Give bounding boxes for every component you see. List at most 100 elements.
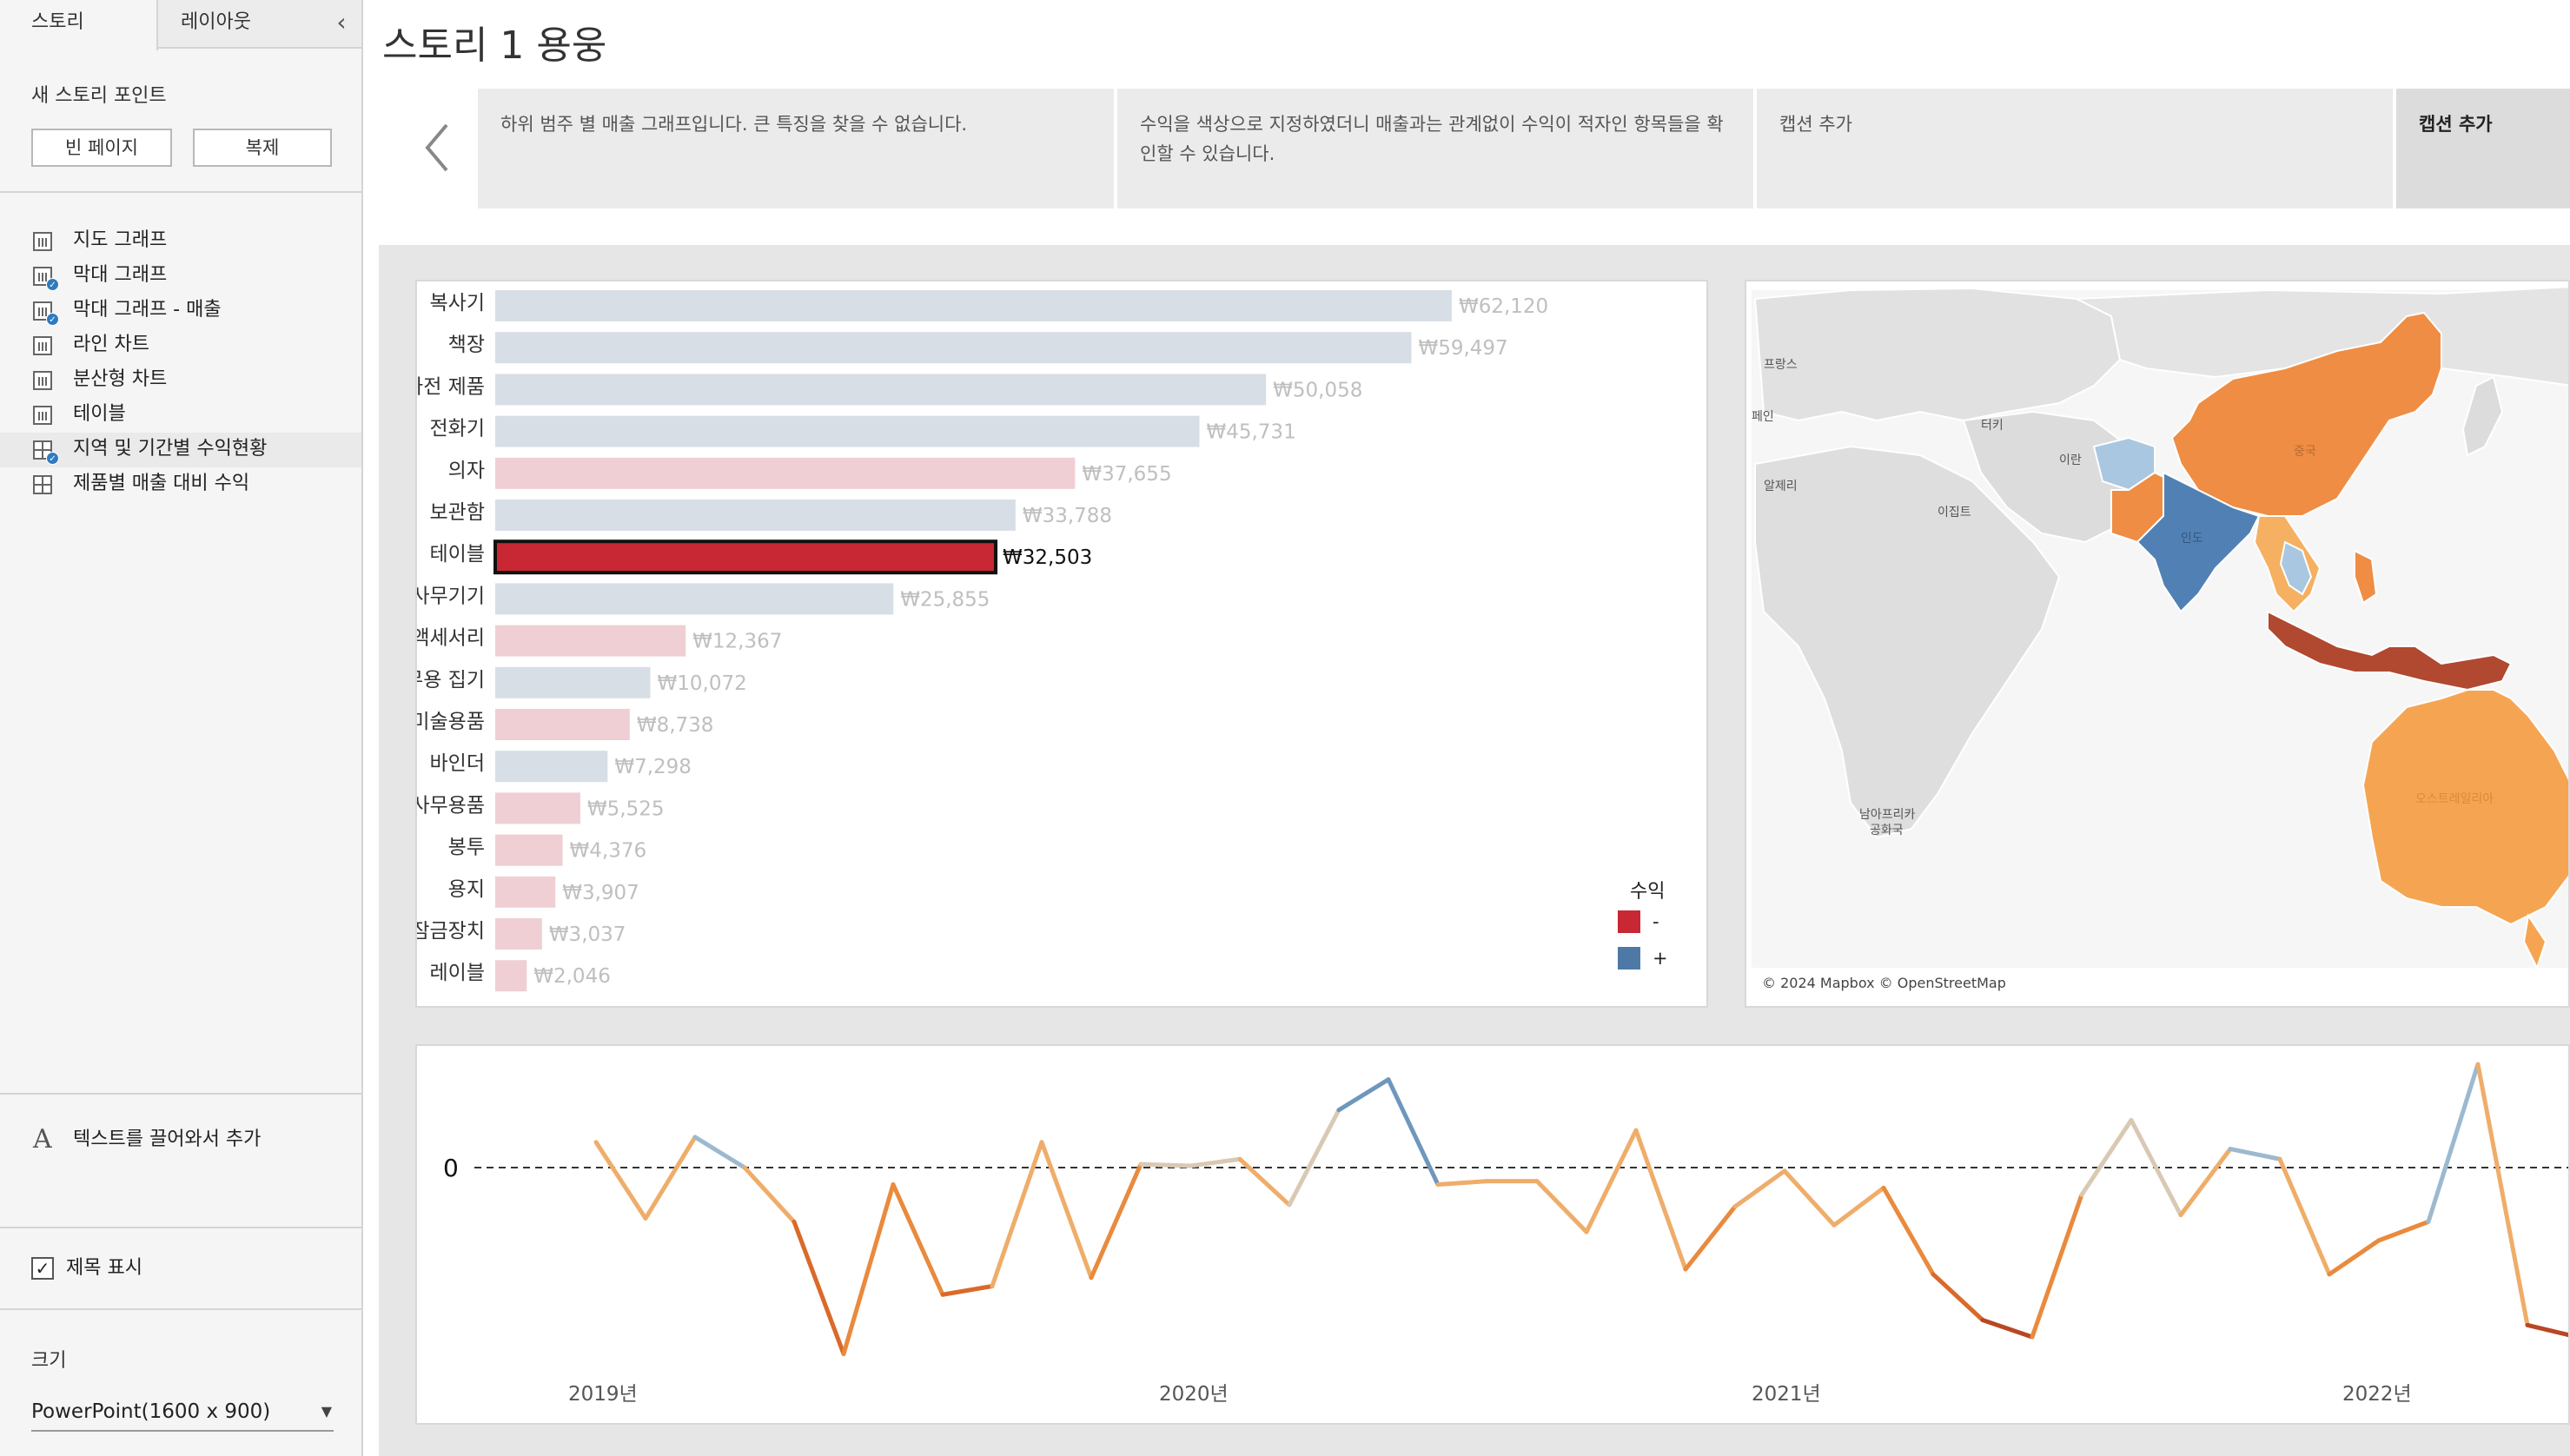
bar-value-label: ₩3,037 (549, 923, 626, 946)
bar[interactable] (495, 415, 1200, 447)
bar[interactable] (495, 792, 580, 824)
line-segment[interactable] (2228, 1147, 2282, 1161)
line-segment[interactable] (891, 1182, 945, 1297)
legend-label: - (1653, 911, 1659, 932)
chevron-left-icon[interactable] (421, 113, 455, 182)
line-segment[interactable] (1534, 1179, 1589, 1234)
bar[interactable] (495, 834, 563, 866)
line-segment[interactable] (1089, 1161, 1143, 1281)
line-segment[interactable] (593, 1140, 648, 1221)
line-segment[interactable] (1237, 1156, 1292, 1208)
line-segment[interactable] (1980, 1318, 2035, 1340)
line-segment[interactable] (1732, 1168, 1787, 1209)
line-segment[interactable] (1336, 1077, 1391, 1113)
story-title[interactable]: 스토리 1 용웅 (382, 23, 607, 68)
bar[interactable] (493, 539, 998, 575)
line-segment[interactable] (2178, 1147, 2233, 1218)
bar-chart[interactable]: 복사기 ₩62,120 책장 ₩59,497 가전 제품 ₩50,058 전화기 ₩45,73… (417, 281, 1708, 1008)
bar[interactable] (495, 583, 894, 615)
legend-item-negative[interactable]: - (1618, 909, 1659, 935)
sheet-item[interactable]: ✓ 지역 및 기간별 수익현황 (0, 433, 361, 467)
line-segment[interactable] (2030, 1192, 2084, 1340)
sheet-item[interactable]: 라인 차트 (0, 328, 361, 363)
line-segment[interactable] (1435, 1179, 1490, 1187)
line-segment[interactable] (1138, 1161, 1193, 1168)
line-segment[interactable] (1039, 1140, 1094, 1281)
bar[interactable] (495, 918, 542, 950)
line-segment[interactable] (792, 1219, 846, 1356)
line-segment[interactable] (2079, 1117, 2134, 1197)
line-segment[interactable] (1831, 1185, 1886, 1228)
size-dropdown[interactable]: PowerPoint(1600 x 900) ▼ (31, 1395, 334, 1432)
checkbox-checked-icon[interactable]: ✓ (31, 1257, 54, 1280)
story-point-caption-active[interactable]: 캡션 추가 (2396, 89, 2570, 208)
line-segment[interactable] (1931, 1272, 1985, 1322)
sheet-item[interactable]: 제품별 매출 대비 수익 (0, 467, 361, 502)
bars-glyph (38, 377, 48, 386)
show-title-toggle[interactable]: ✓ 제목 표시 (31, 1254, 142, 1284)
map[interactable]: 프랑스 페인 터키 이란 알제리 이집트 중국 인도 오스트레일리아 남아프리카… (1746, 281, 2570, 1008)
line-segment[interactable] (1584, 1128, 1639, 1234)
bar-value-label: ₩62,120 (1459, 295, 1548, 318)
story-point-caption[interactable]: 하위 범주 별 매출 그래프입니다. 큰 특징을 찾을 수 없습니다. (478, 89, 1114, 208)
line-segment[interactable] (2475, 1062, 2530, 1327)
sheet-item[interactable]: 분산형 차트 (0, 363, 361, 398)
sheet-item[interactable]: ✓ 막대 그래프 (0, 259, 361, 294)
bar[interactable] (495, 625, 686, 657)
x-tick-label: 2019년 (568, 1383, 638, 1406)
bar[interactable] (495, 457, 1076, 489)
bar-chart-panel[interactable]: 복사기 ₩62,120 책장 ₩59,497 가전 제품 ₩50,058 전화기 ₩45,73… (415, 280, 1708, 1008)
bar[interactable] (495, 709, 630, 740)
bar[interactable] (495, 876, 556, 908)
line-segment[interactable] (692, 1135, 747, 1170)
line-segment[interactable] (2277, 1156, 2332, 1277)
sheet-item[interactable]: ✓ 막대 그래프 - 매출 (0, 294, 361, 328)
line-segment[interactable] (2426, 1062, 2481, 1224)
bar[interactable] (495, 290, 1452, 321)
tab-layout[interactable]: 레이아웃 (181, 11, 251, 33)
story-point-caption[interactable]: 수익을 색상으로 지정하였더니 매출과는 관계없이 수익이 적자인 항목들을 확… (1117, 89, 1753, 208)
line-segment[interactable] (990, 1140, 1044, 1288)
map-label-india: 인도 (2181, 532, 2203, 546)
legend-item-positive[interactable]: + (1618, 945, 1668, 971)
sheet-item[interactable]: 테이블 (0, 398, 361, 433)
map-panel[interactable]: 프랑스 페인 터키 이란 알제리 이집트 중국 인도 오스트레일리아 남아프리카… (1745, 280, 2570, 1008)
blank-page-button[interactable]: 빈 페이지 (31, 129, 172, 167)
line-segment[interactable] (1287, 1108, 1341, 1208)
line-segment[interactable] (940, 1284, 995, 1297)
duplicate-button[interactable]: 복제 (193, 129, 332, 167)
chevron-left-icon[interactable]: ‹ (336, 8, 347, 36)
bar-category-label: 의자 (448, 460, 485, 482)
tab-story[interactable]: 스토리 (0, 0, 158, 50)
sheet-item[interactable]: 지도 그래프 (0, 224, 361, 259)
bar[interactable] (495, 960, 527, 992)
story-point-caption[interactable]: 캡션 추가 (1757, 89, 2393, 208)
line-segment[interactable] (1782, 1168, 1837, 1228)
bar[interactable] (495, 374, 1267, 406)
line-chart-panel[interactable]: 0 2019년 2020년 2021년 2022년 (415, 1044, 2570, 1425)
legend-swatch (1618, 910, 1640, 933)
line-segment[interactable] (742, 1165, 797, 1224)
line-segment[interactable] (1188, 1156, 1242, 1168)
line-segment[interactable] (1386, 1077, 1441, 1187)
map-attribution[interactable]: © 2024 Mapbox © OpenStreetMap (1762, 975, 2006, 991)
sidebar-tabs: 스토리 레이아웃 ‹ (0, 0, 361, 50)
bar[interactable] (495, 332, 1412, 364)
line-segment[interactable] (643, 1135, 698, 1221)
sheet-item-label: 막대 그래프 (73, 264, 168, 286)
line-segment[interactable] (1633, 1128, 1688, 1272)
bar[interactable] (495, 500, 1016, 531)
line-segment[interactable] (2376, 1219, 2431, 1243)
divider (0, 191, 361, 193)
caret-down-icon: ▼ (321, 1403, 332, 1420)
line-segment[interactable] (2525, 1322, 2570, 1338)
line-segment[interactable] (2327, 1238, 2381, 1277)
line-chart[interactable]: 0 2019년 2020년 2021년 2022년 (417, 1046, 2570, 1425)
line-segment[interactable] (2129, 1117, 2183, 1218)
drag-text-item[interactable]: A 텍스트를 끌어와서 추가 (0, 1121, 361, 1159)
line-segment[interactable] (1881, 1185, 1936, 1277)
bar[interactable] (495, 666, 651, 698)
line-segment[interactable] (1683, 1204, 1738, 1272)
line-segment[interactable] (841, 1182, 896, 1356)
bar[interactable] (495, 751, 608, 783)
